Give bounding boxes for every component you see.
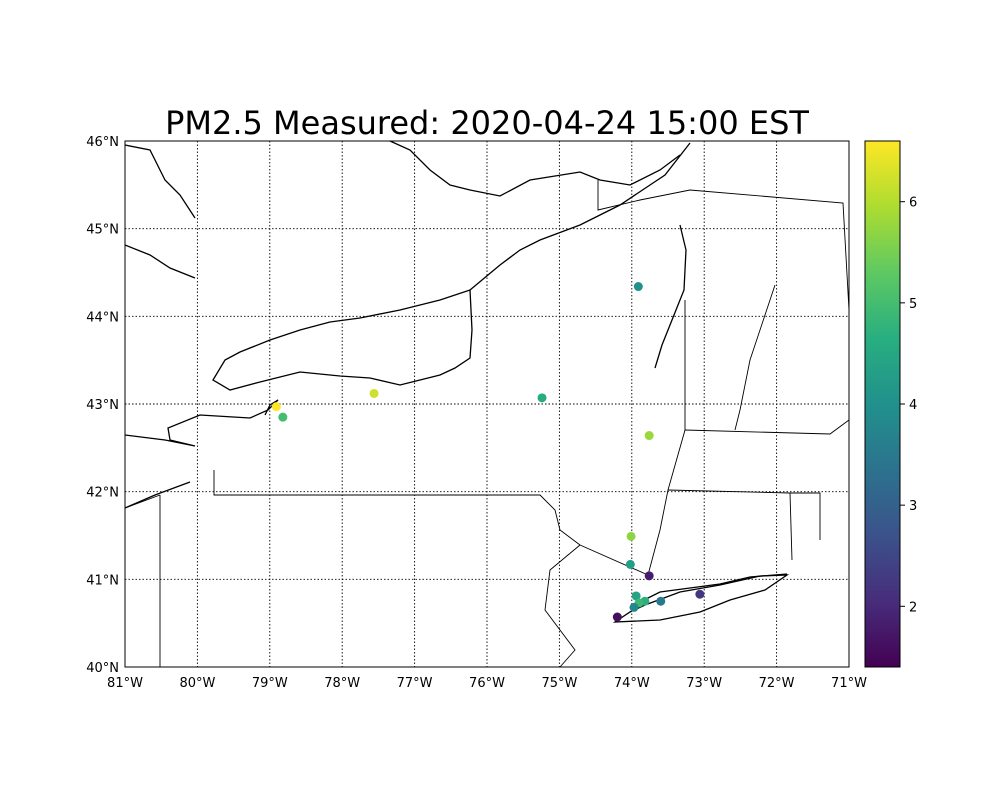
x-tick-labels: 81°W 80°W 79°W 78°W 77°W 76°W 75°W 74°W 73°W 72°W… <box>107 676 867 691</box>
y-tick-label: 46°N <box>86 135 119 150</box>
st-lawrence-river <box>469 142 691 291</box>
measurement-point <box>631 591 641 601</box>
x-tick-label: 72°W <box>759 676 795 691</box>
x-tick-label: 76°W <box>469 676 505 691</box>
connecticut-coast <box>639 573 788 603</box>
x-tick-label: 75°W <box>541 676 577 691</box>
measurement-point <box>629 602 639 612</box>
measurement-point <box>656 596 666 606</box>
x-tick-label: 80°W <box>179 676 215 691</box>
y-tick-labels: 40°N 41°N 42°N 43°N 44°N 45°N 46°N <box>86 135 119 676</box>
measurement-points <box>271 282 705 622</box>
lake-ontario <box>212 289 473 391</box>
colorbar-tick-label: 5 <box>909 297 917 312</box>
y-tick-label: 41°N <box>86 573 119 588</box>
y-tick-label: 44°N <box>86 310 119 325</box>
measurement-point <box>369 388 379 398</box>
colorbar-tick-label: 3 <box>909 499 917 514</box>
x-tick-label: 81°W <box>107 676 143 691</box>
x-tick-label: 71°W <box>831 676 867 691</box>
map-title: PM2.5 Measured: 2020-04-24 15:00 EST <box>165 104 809 142</box>
graticule <box>125 141 849 667</box>
x-tick-label: 77°W <box>397 676 433 691</box>
x-tick-label: 73°W <box>686 676 722 691</box>
lake-champlain <box>654 224 687 369</box>
colorbar <box>864 140 901 668</box>
x-tick-label: 79°W <box>252 676 288 691</box>
measurement-point <box>695 589 705 599</box>
y-tick-label: 45°N <box>86 223 119 238</box>
measurement-point <box>644 431 654 441</box>
measurement-point <box>278 412 288 422</box>
measurement-point <box>626 531 636 541</box>
measurement-point <box>612 612 622 622</box>
y-tick-label: 42°N <box>86 486 119 501</box>
y-tick-label: 40°N <box>86 661 119 676</box>
measurement-point <box>537 393 547 403</box>
colorbar-tick-label: 4 <box>909 398 917 413</box>
measurement-point <box>644 571 654 581</box>
x-tick-label: 78°W <box>324 676 360 691</box>
colorbar-ticks: 2 3 4 5 6 <box>900 196 917 615</box>
colorbar-tick-label: 6 <box>909 196 917 211</box>
coastlines <box>124 140 790 623</box>
map-frame <box>124 140 850 668</box>
measurement-point <box>625 559 635 569</box>
colorbar-tick-label: 2 <box>909 600 917 615</box>
measurement-point <box>271 402 281 412</box>
state-borders <box>124 180 850 668</box>
georgian-bay <box>124 144 196 279</box>
lake-erie-shore <box>124 399 279 509</box>
y-tick-label: 43°N <box>86 398 119 413</box>
st-lawrence-north-shore <box>389 140 681 197</box>
x-tick-label: 74°W <box>614 676 650 691</box>
measurement-point <box>633 282 643 292</box>
